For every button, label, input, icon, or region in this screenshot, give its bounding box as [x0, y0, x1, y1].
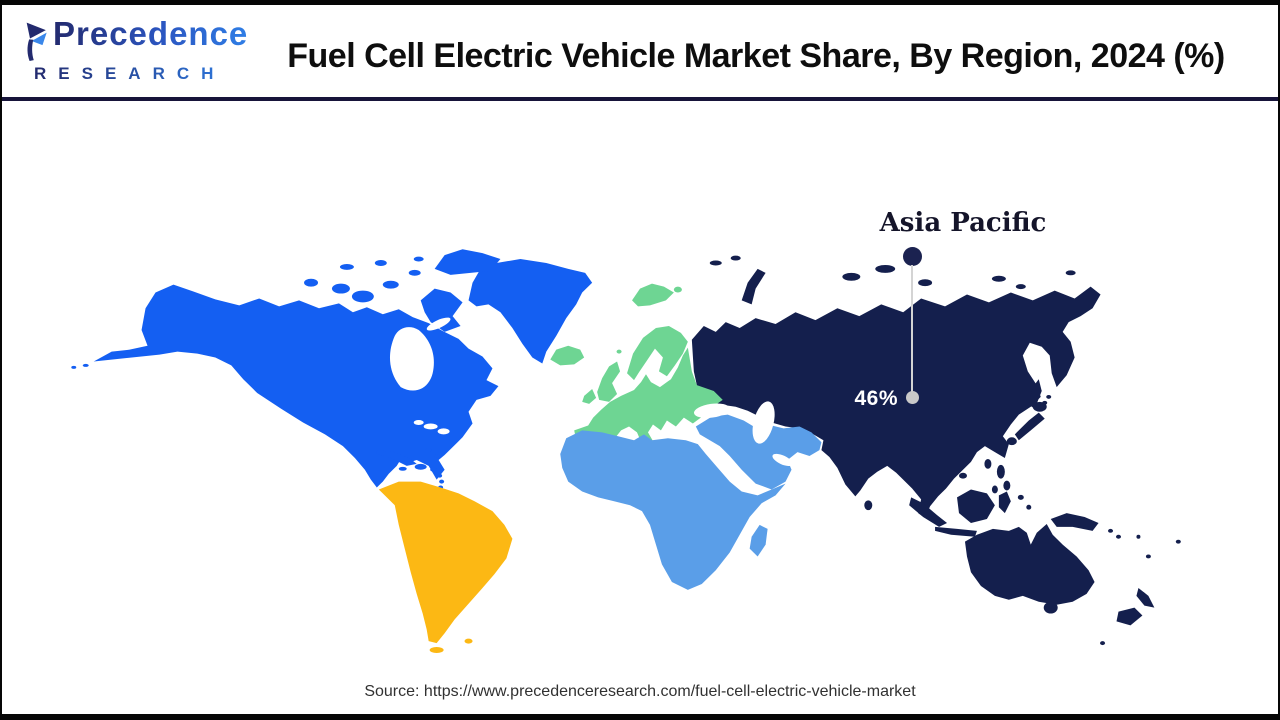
callout-anchor-dot: [903, 247, 922, 266]
precedence-research-logo: Precedence RESEARCH: [20, 15, 249, 84]
logo-name: Precedence: [53, 15, 249, 52]
source-text: Source: https://www.precedenceresearch.c…: [364, 683, 916, 700]
header-divider: [2, 97, 1278, 101]
callout-value-label: 46%: [854, 387, 898, 410]
header: Precedence RESEARCH Fuel Cell Electric V…: [2, 5, 1278, 97]
world-map: [71, 249, 1181, 653]
region-asia-pacific: [691, 255, 1181, 646]
page-title: Fuel Cell Electric Vehicle Market Share,…: [287, 37, 1225, 75]
callout-leader-line: [911, 265, 913, 392]
region-north-america: [71, 249, 593, 490]
callout-region-label: Asia Pacific: [879, 208, 1047, 238]
region-south-america: [378, 481, 513, 653]
logo-subtitle: RESEARCH: [34, 64, 248, 84]
region-europe: [550, 283, 723, 457]
logo-flag-icon: [26, 22, 47, 61]
callout-target-dot: [906, 391, 919, 404]
water-overlays: [389, 317, 793, 467]
region-middle-east-africa: [560, 414, 822, 590]
